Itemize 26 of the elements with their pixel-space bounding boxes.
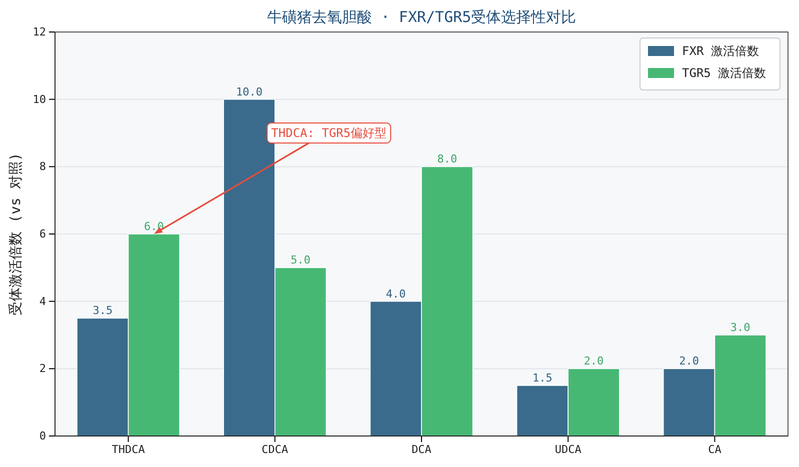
data-label: 3.0 <box>730 321 750 334</box>
annotation: THDCA: TGR5偏好型 <box>271 126 387 140</box>
y-tick-label: 8 <box>39 160 46 174</box>
x-tick-label: CDCA <box>262 442 289 456</box>
y-tick-label: 4 <box>39 294 46 308</box>
x-tick-label: THDCA <box>112 442 146 456</box>
chart-title: 牛磺猪去氧胆酸 · FXR/TGR5受体选择性对比 <box>266 8 576 26</box>
data-label: 1.5 <box>532 372 552 384</box>
x-tick-label: UDCA <box>554 442 582 456</box>
x-tick-label: CA <box>708 442 722 456</box>
y-axis-title: 受体激活倍数 (vs 对照) <box>8 152 24 316</box>
data-label: 4.0 <box>386 287 406 300</box>
y-tick-label: 10 <box>32 92 46 106</box>
data-label: 2.0 <box>679 354 699 368</box>
legend-label: FXR 激活倍数 <box>682 44 759 58</box>
y-tick-label: 0 <box>39 430 46 443</box>
y-tick-label: 2 <box>39 362 46 376</box>
y-tick-label: 12 <box>32 26 46 39</box>
data-label: 3.5 <box>92 304 113 318</box>
legend-label: TGR5 激活倍数 <box>682 66 766 80</box>
data-label: 8.0 <box>437 152 458 166</box>
data-label: 5.0 <box>290 254 310 267</box>
data-label: 2.0 <box>584 354 604 368</box>
y-tick-label: 6 <box>39 228 46 241</box>
x-tick-label: DCA <box>412 442 432 456</box>
data-label: 10.0 <box>236 85 262 98</box>
